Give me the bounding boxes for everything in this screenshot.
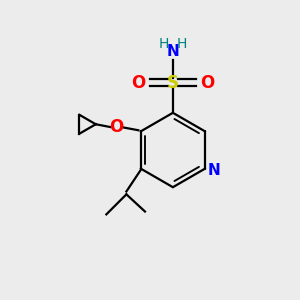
Text: O: O [200,74,214,92]
Text: O: O [109,118,124,136]
Text: N: N [167,44,179,59]
Text: H: H [158,37,169,51]
Text: N: N [208,163,220,178]
Text: H: H [177,37,187,51]
Text: S: S [167,74,179,92]
Text: O: O [131,74,146,92]
